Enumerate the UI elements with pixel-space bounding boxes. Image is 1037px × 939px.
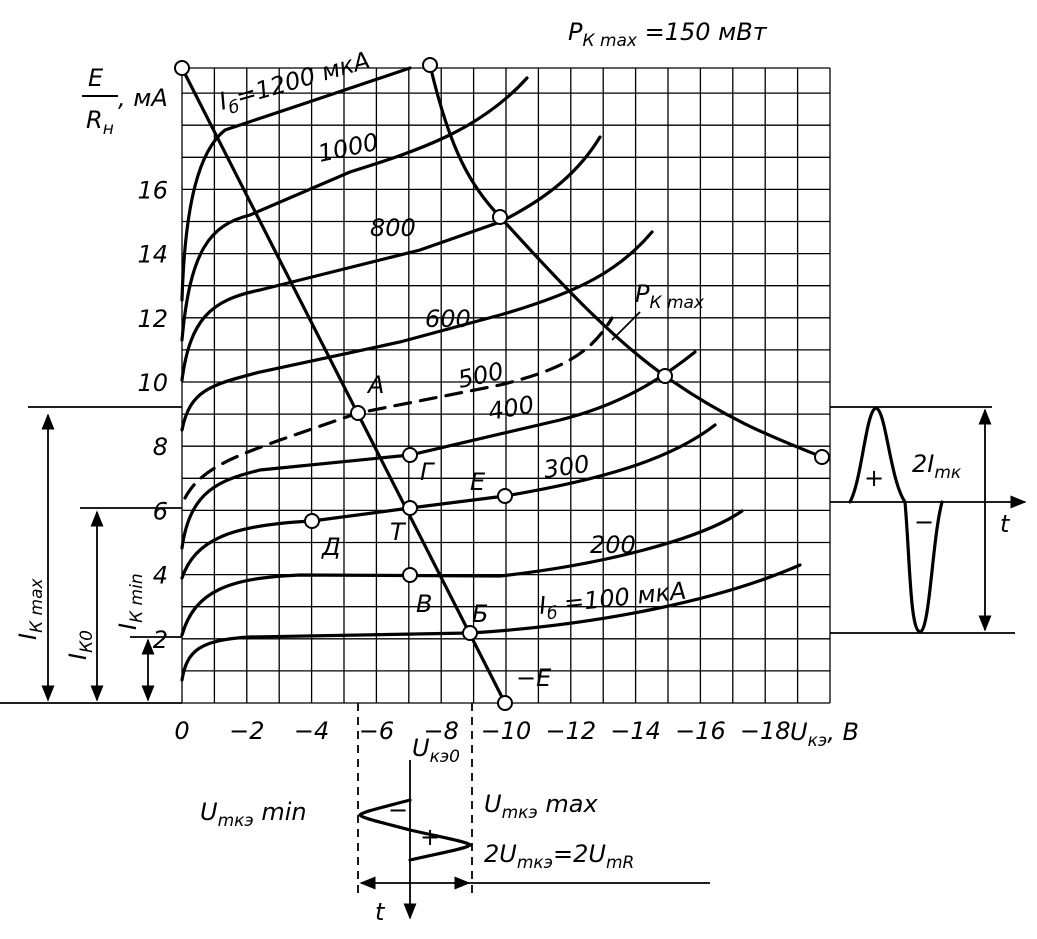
curve-200: [180, 509, 744, 637]
curve-label: 200: [590, 531, 636, 559]
x-tick-label: −4: [294, 717, 329, 745]
x-tick-label: −8: [424, 717, 459, 745]
point-label: В: [416, 590, 432, 618]
left-label: IК max: [14, 577, 47, 640]
curve-1200: [180, 66, 412, 302]
point-label: Б: [472, 600, 488, 628]
point: [402, 567, 418, 583]
current-signal: [848, 406, 944, 634]
x-axis-label: Uкэ, В: [790, 718, 859, 751]
curve-600: [180, 230, 654, 432]
minus: −: [388, 796, 408, 824]
curve-label: 800: [370, 214, 416, 242]
load-line: [180, 66, 507, 705]
point-label: Т: [390, 518, 407, 546]
signals: [358, 406, 944, 862]
x-tick-label: −2: [229, 717, 264, 745]
x-tick-label: 0: [174, 717, 189, 745]
y-tick-label: 2: [153, 626, 168, 654]
x-tick-label: −10: [481, 717, 532, 745]
left-label: IК min: [114, 573, 147, 630]
curve-label: 600: [425, 305, 471, 333]
y-tick-label: 10: [137, 369, 168, 397]
point: [497, 695, 513, 711]
points: [174, 57, 830, 711]
neg-e-label: −E: [516, 664, 552, 692]
y-tick-label: 4: [153, 562, 168, 590]
grid: [181, 67, 831, 704]
curve-label: 400: [486, 390, 536, 426]
point: [462, 625, 478, 641]
y-tick-label: 12: [137, 305, 168, 333]
left-label: IК0: [64, 630, 97, 660]
u0-label: Uкэ0: [412, 734, 460, 767]
y-label-num: E: [88, 64, 104, 92]
umax-label: Umкэ max: [484, 790, 598, 823]
x-tick-label: −14: [610, 717, 661, 745]
curve-label: 500: [455, 357, 506, 394]
y-label-unit: , мА: [118, 84, 168, 112]
curves: [180, 63, 824, 705]
voltage-signal: [358, 798, 472, 862]
x-tick-label: −16: [675, 717, 726, 745]
amplitude-label: 2Imк: [912, 450, 962, 483]
t-label: t: [375, 898, 386, 926]
minus: −: [914, 508, 934, 536]
point: [402, 500, 418, 516]
x-tick-label: −6: [359, 717, 394, 745]
curve-label: 1000: [315, 128, 381, 168]
plus: +: [420, 823, 440, 851]
point: [304, 513, 320, 529]
point: [492, 209, 508, 225]
curve-500: [183, 316, 614, 500]
reference-lines: [0, 406, 1027, 920]
swing-label: 2Umкэ=2UmR: [484, 840, 634, 873]
y-tick-label: 6: [153, 497, 168, 525]
umin-label: Umкэ min: [200, 798, 307, 831]
point: [657, 368, 673, 384]
plus: +: [864, 464, 884, 492]
y-label-den: Rн: [86, 106, 114, 139]
point: [497, 488, 513, 504]
y-tick-label: 8: [153, 433, 168, 461]
curve-100: [180, 563, 802, 682]
x-tick-label: −12: [545, 717, 596, 745]
point: [422, 57, 438, 73]
point: [814, 449, 830, 465]
curve-label: 300: [542, 450, 591, 484]
point: [174, 60, 190, 76]
curve-800: [180, 135, 602, 382]
power-leader: [611, 311, 641, 341]
point-label: Г: [420, 458, 435, 486]
x-tick-label: −18: [740, 717, 791, 745]
point-label: А: [366, 371, 384, 399]
t-label: t: [1000, 510, 1011, 538]
point: [402, 447, 418, 463]
y-tick-label: 14: [137, 241, 168, 269]
point: [350, 405, 366, 421]
point-label: Е: [470, 468, 486, 496]
curve-1000: [180, 76, 529, 342]
power-label: PК max: [635, 280, 705, 313]
title: PК max =150 мВт: [568, 18, 768, 51]
curve-label: Iб=1200 мкА: [216, 46, 374, 121]
point-label: Д: [321, 533, 341, 561]
y-tick-label: 16: [137, 176, 168, 204]
power-hyperbola: [428, 63, 824, 459]
